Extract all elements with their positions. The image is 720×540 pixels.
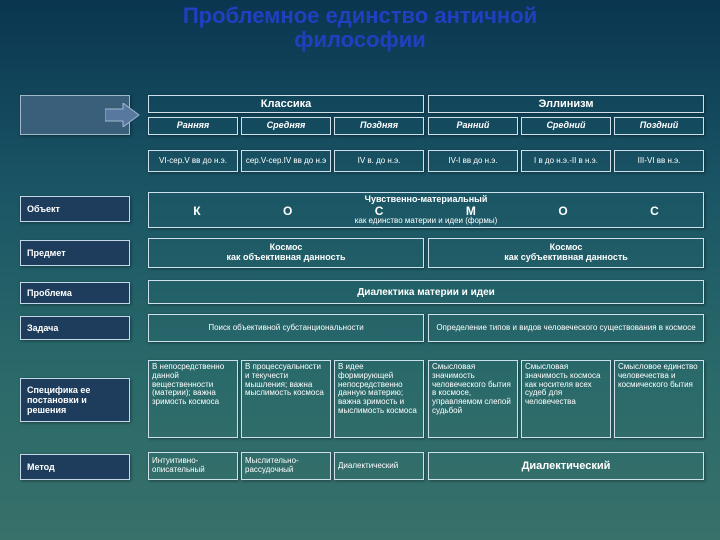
object-letter-2: С bbox=[375, 205, 384, 217]
subheader-4: Средний bbox=[521, 117, 611, 135]
page-title: Проблемное единство античной философии bbox=[0, 0, 720, 64]
arrow-icon-1 bbox=[105, 103, 140, 127]
metod-1: Мыслительно-рассудочный bbox=[241, 452, 331, 480]
metod-3: Диалектический bbox=[428, 452, 704, 480]
period-2: IV в. до н.э. bbox=[334, 150, 424, 172]
specifika-3: Смысловая значимость человеческого бытия… bbox=[428, 360, 518, 438]
side-label-predmet: Предмет bbox=[20, 240, 130, 266]
side-label-problema: Проблема bbox=[20, 282, 130, 304]
object-letter-3: М bbox=[466, 205, 476, 217]
subheader-3: Ранний bbox=[428, 117, 518, 135]
header-ellinizm: Эллинизм bbox=[428, 95, 704, 113]
object-letter-0: К bbox=[193, 205, 200, 217]
zadacha-left: Поиск объективной субстанциональности bbox=[148, 314, 424, 342]
object-box: Чувственно-материальный К О С М О С как … bbox=[148, 192, 704, 228]
side-label-metod: Метод bbox=[20, 454, 130, 480]
subheader-5: Поздний bbox=[614, 117, 704, 135]
subheader-0: Ранняя bbox=[148, 117, 238, 135]
subheader-1: Средняя bbox=[241, 117, 331, 135]
subheader-2: Поздняя bbox=[334, 117, 424, 135]
side-label-zadacha: Задача bbox=[20, 316, 130, 340]
specifika-2: В идее формирующей непосредственно данну… bbox=[334, 360, 424, 438]
period-0: VI-сер.V вв до н.э. bbox=[148, 150, 238, 172]
specifika-0: В непосредственно данной вещественности … bbox=[148, 360, 238, 438]
zadacha-right: Определение типов и видов человеческого … bbox=[428, 314, 704, 342]
header-klassika: Классика bbox=[148, 95, 424, 113]
period-3: IV-I вв до н.э. bbox=[428, 150, 518, 172]
title-line2: философии bbox=[294, 27, 426, 52]
specifika-1: В процессуальности и текучести мышления;… bbox=[241, 360, 331, 438]
side-label-specifika: Специфика ее постановки и решения bbox=[20, 378, 130, 422]
object-letter-1: О bbox=[283, 205, 292, 217]
predmet-left: Космос как объективная данность bbox=[148, 238, 424, 268]
period-4: I в до н.э.-II в н.э. bbox=[521, 150, 611, 172]
specifika-5: Смысловое единство человечества и космич… bbox=[614, 360, 704, 438]
problema-box: Диалектика материи и идеи bbox=[148, 280, 704, 304]
object-letter-4: О bbox=[558, 205, 567, 217]
object-sub: как единство материи и идеи (формы) bbox=[355, 217, 498, 226]
metod-0: Интуитивно-описательный bbox=[148, 452, 238, 480]
specifika-4: Смысловая значимость космоса как носител… bbox=[521, 360, 611, 438]
period-5: III-VI вв н.э. bbox=[614, 150, 704, 172]
object-letter-5: С bbox=[650, 205, 659, 217]
period-1: сер.V-сер.IV вв до н.э bbox=[241, 150, 331, 172]
predmet-right: Космос как субъективная данность bbox=[428, 238, 704, 268]
title-line1: Проблемное единство античной bbox=[183, 3, 537, 28]
metod-2: Диалектический bbox=[334, 452, 424, 480]
side-label-object: Объект bbox=[20, 196, 130, 222]
